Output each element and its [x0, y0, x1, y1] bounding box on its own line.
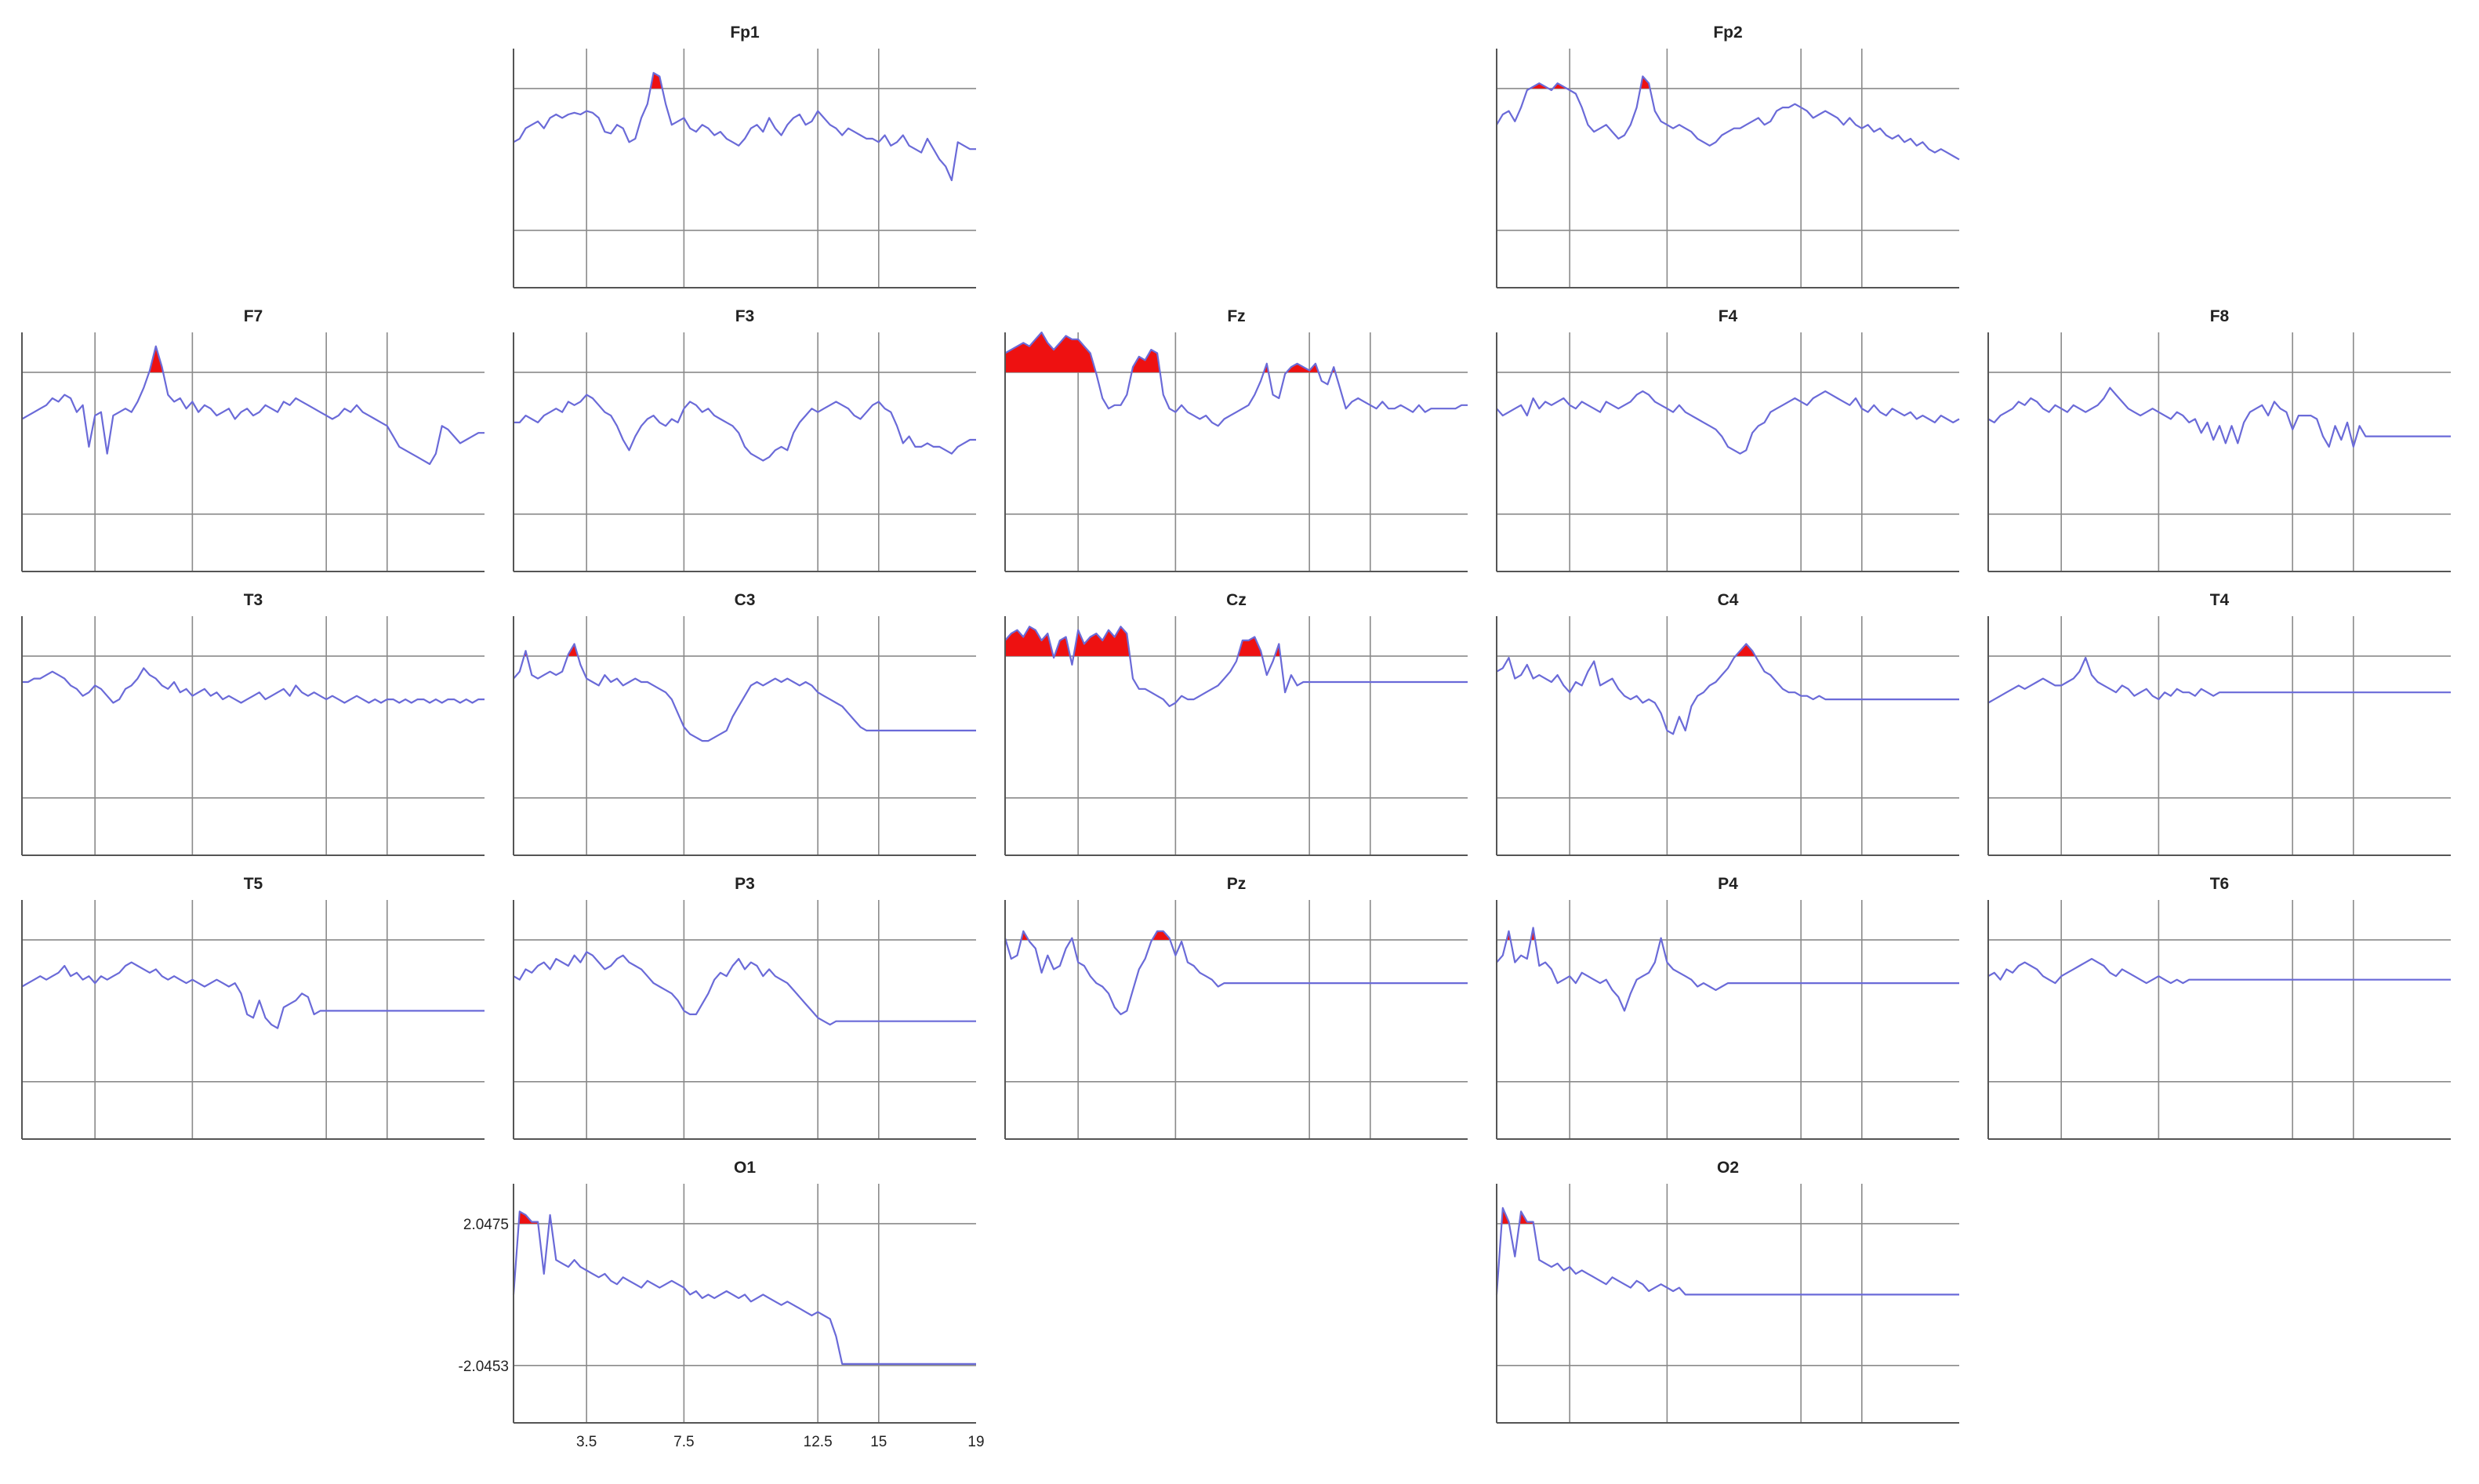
panel-title-c4: C4: [1718, 591, 1739, 609]
plot-area: [514, 332, 976, 571]
above-threshold-area: [1530, 83, 1549, 89]
eeg-panel-c3: C3: [513, 591, 976, 856]
panel-title-f8: F8: [2210, 307, 2230, 325]
eeg-panel-pz: Pz: [1004, 875, 1468, 1140]
plot-area: [1988, 616, 2451, 855]
eeg-panel-t4: T4: [1987, 591, 2451, 856]
x-tick-label: 3.5: [576, 1434, 597, 1450]
plot-area: [1988, 900, 2451, 1139]
eeg-panel-f3: F3: [513, 307, 976, 572]
eeg-trace-f3: [514, 394, 976, 462]
eeg-panel-t3: T3: [21, 591, 485, 856]
eeg-trace-fp2: [1496, 75, 1960, 161]
eeg-trace-f7: [21, 345, 485, 466]
eeg-trace-t5: [21, 961, 485, 1029]
above-threshold-area: [1005, 626, 1054, 656]
eeg-panel-fp1: Fp1: [513, 24, 976, 288]
plot-area: [514, 900, 976, 1139]
panel-title-fp1: Fp1: [730, 24, 760, 42]
panel-title-t3: T3: [244, 591, 263, 609]
above-threshold-area: [1073, 626, 1131, 656]
eeg-trace-p3: [513, 951, 976, 1026]
plot-area: [514, 616, 976, 855]
eeg-panel-cz: Cz: [1004, 591, 1468, 856]
eeg-trace-f4: [1496, 390, 1960, 455]
eeg-trace-c3: [513, 643, 976, 742]
plot-area: [22, 332, 485, 571]
panel-title-fz: Fz: [1227, 307, 1245, 325]
y-tick-label: 2.0475: [463, 1217, 509, 1233]
panel-title-p3: P3: [735, 875, 755, 893]
eeg-trace-t3: [22, 667, 485, 704]
plot-area: [514, 49, 976, 288]
panel-title-pz: Pz: [1227, 875, 1247, 893]
panel-title-t4: T4: [2210, 591, 2230, 609]
eeg-trace-fp1: [513, 71, 976, 182]
plot-area: [514, 1184, 976, 1423]
above-threshold-area: [568, 644, 579, 656]
panel-title-t6: T6: [2210, 875, 2230, 893]
panel-title-f4: F4: [1719, 307, 1738, 325]
plot-area: [22, 900, 485, 1139]
eeg-trace-o1: [512, 1210, 976, 1365]
x-tick-label: 19: [967, 1434, 984, 1450]
eeg-trace-o2: [1495, 1206, 1959, 1296]
x-tick-label: 12.5: [804, 1434, 833, 1450]
panel-title-cz: Cz: [1226, 591, 1247, 609]
eeg-trace-t4: [1987, 656, 2451, 704]
panel-title-f3: F3: [735, 307, 755, 325]
plot-area: [1497, 49, 1959, 288]
above-threshold-area: [1735, 644, 1755, 656]
eeg-panel-f8: F8: [1987, 307, 2451, 572]
eeg-panel-o1: O1 2.0475 -2.0453 3.5 7.5 12.5 15 19: [459, 1159, 985, 1450]
eeg-panel-t5: T5: [21, 875, 485, 1140]
plot-area: [1497, 332, 1959, 571]
eeg-panel-p4: P4: [1496, 875, 1959, 1140]
eeg-panel-fp2: Fp2: [1496, 24, 1960, 288]
eeg-panel-p3: P3: [513, 875, 976, 1140]
plot-area: [1497, 900, 1959, 1139]
panel-title-o2: O2: [1717, 1159, 1739, 1177]
above-threshold-area: [1005, 332, 1096, 372]
plot-area: [1988, 332, 2451, 571]
plot-area: [1497, 1184, 1959, 1423]
panel-title-fp2: Fp2: [1713, 24, 1742, 42]
panel-title-o1: O1: [734, 1159, 756, 1177]
plot-area: [22, 616, 485, 855]
eeg-trace-pz: [1004, 930, 1468, 1015]
panel-title-t5: T5: [244, 875, 263, 893]
panel-title-f7: F7: [244, 307, 263, 325]
eeg-trace-p4: [1496, 927, 1959, 1012]
eeg-trace-fz: [1004, 331, 1468, 427]
eeg-panel-o2: O2: [1495, 1159, 1959, 1424]
panel-title-p4: P4: [1718, 875, 1738, 893]
plot-area: [1497, 616, 1959, 855]
eeg-trace-c4: [1496, 643, 1959, 735]
y-tick-label: -2.0453: [459, 1359, 509, 1375]
eeg-panel-f7: F7: [21, 307, 485, 572]
eeg-trace-t6: [1987, 958, 2451, 985]
eeg-trace-cz: [1004, 626, 1468, 707]
eeg-panel-t6: T6: [1987, 875, 2451, 1140]
above-threshold-area: [1131, 350, 1160, 372]
x-tick-label: 7.5: [673, 1434, 694, 1450]
eeg-trace-f8: [1987, 386, 2451, 448]
plot-area: [1005, 900, 1468, 1139]
x-tick-label: 15: [870, 1434, 887, 1450]
eeg-panel-c4: C4: [1496, 591, 1959, 856]
eeg-panel-fz: Fz: [1004, 307, 1468, 572]
eeg-panel-f4: F4: [1496, 307, 1960, 572]
above-threshold-area: [1519, 1211, 1533, 1224]
above-threshold-area: [149, 346, 163, 372]
panel-title-c3: C3: [735, 591, 756, 609]
